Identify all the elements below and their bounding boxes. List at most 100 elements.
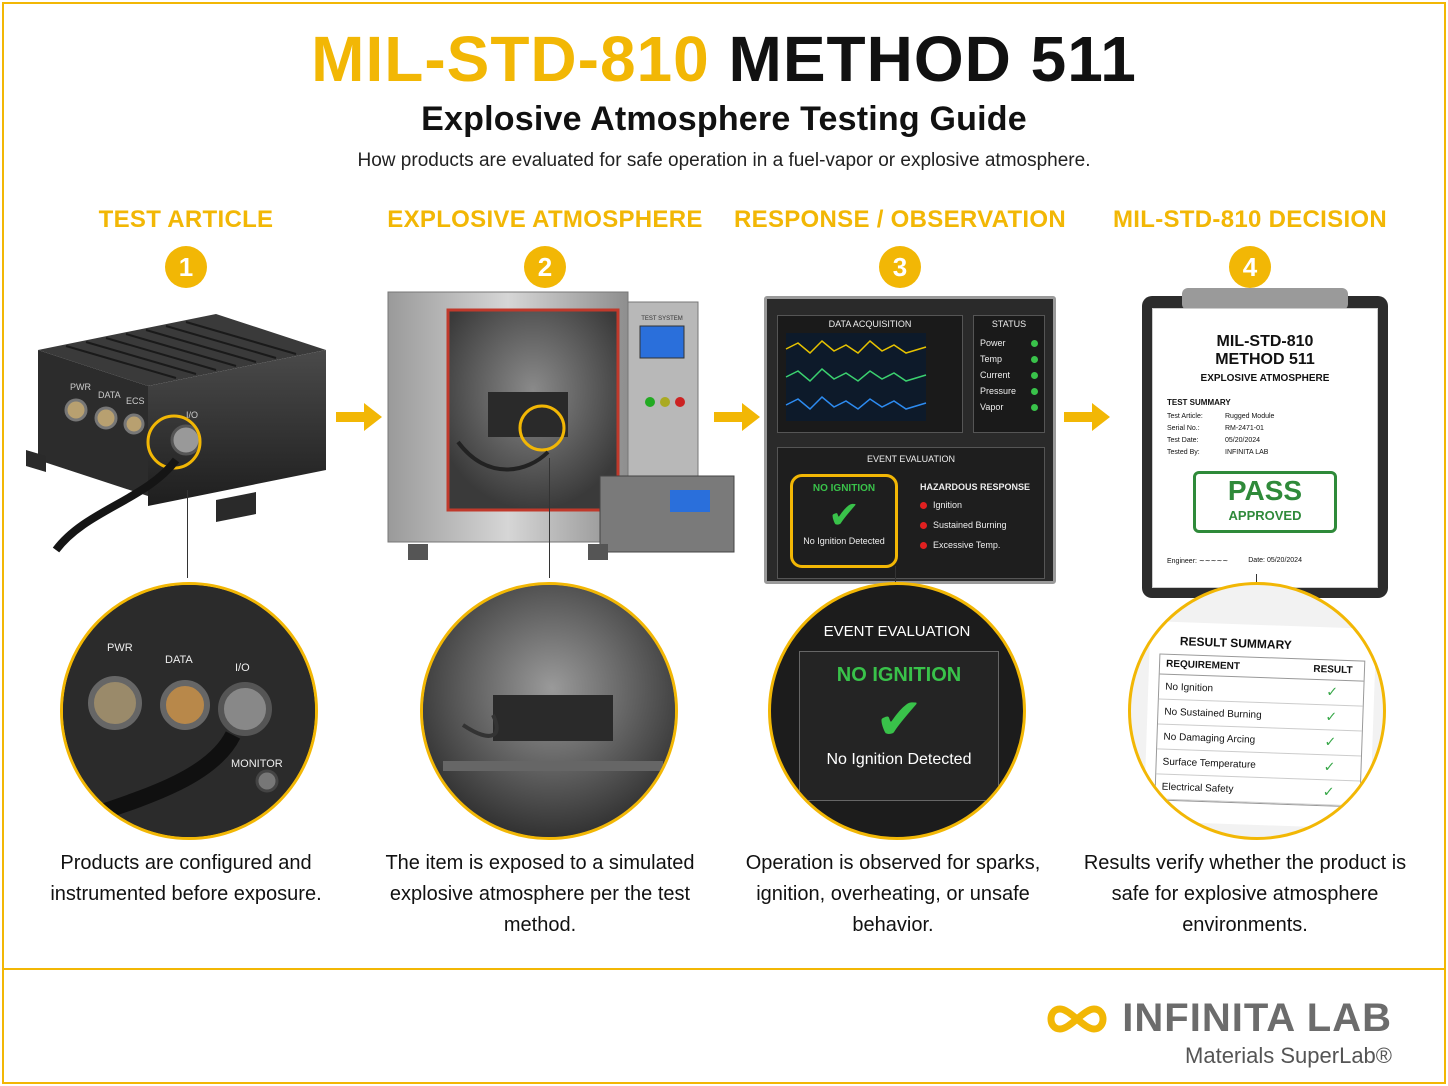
report-title-1: MIL-STD-810 <box>1216 333 1314 350</box>
status-led-icon <box>1031 403 1038 411</box>
test-chamber-illustration: TEST SYSTEM <box>387 291 735 560</box>
report-clipboard: MIL-STD-810 METHOD 511 EXPLOSIVE ATMOSPH… <box>1142 288 1388 598</box>
report-field: Tested By: INFINITA LAB <box>1167 447 1363 459</box>
status-led-icon <box>1031 339 1038 347</box>
step-2-title: EXPLOSIVE ATMOSPHERE <box>387 206 703 233</box>
page-subtitle: Explosive Atmosphere Testing Guide <box>421 100 1027 138</box>
signature-row: Engineer: ~~~~~ Date: 05/20/2024 <box>1167 557 1302 565</box>
hazard-item-label: Sustained Burning <box>933 520 1007 530</box>
status-item-label: Current <box>980 370 1011 380</box>
hazard-item: Ignition <box>920 500 1040 510</box>
zoom-result-summary: RESULT SUMMARY REQUIREMENT RESULT No Ign… <box>1128 582 1386 840</box>
report-field-value: Rugged Module <box>1225 413 1275 420</box>
hazard-item: Sustained Burning <box>920 520 1040 530</box>
approved-label: APPROVED <box>1228 508 1302 523</box>
zoom-port-label: DATA <box>165 654 193 666</box>
check-icon: ✔ <box>874 685 924 753</box>
chamber-panel-label: TEST SYSTEM <box>641 316 683 322</box>
status-item-label: Power <box>980 338 1006 348</box>
check-icon: ✓ <box>1324 734 1337 751</box>
arrow-right-icon <box>714 403 760 431</box>
report-field: Serial No.: RM-2471-01 <box>1167 423 1363 435</box>
report-field-key: Tested By: <box>1167 449 1200 456</box>
hazard-list: Ignition Sustained Burning Excessive Temp. <box>920 500 1040 550</box>
col-requirement: REQUIREMENT <box>1165 658 1241 673</box>
report-field: Test Date: 05/20/2024 <box>1167 435 1363 447</box>
step-3-description: Operation is observed for sparks, igniti… <box>745 852 1041 936</box>
result-summary-title: RESULT SUMMARY <box>1179 634 1293 653</box>
step-1-badge: 1 <box>165 246 207 288</box>
page-title: MIL-STD-810 METHOD 511 <box>0 22 1448 96</box>
status-item-label: Temp <box>980 354 1003 364</box>
hazard-label: HAZARDOUS RESPONSE <box>920 482 1031 492</box>
report-fields: Test Article: Rugged Module Serial No.: RM-… <box>1167 411 1363 459</box>
date-label: Date: <box>1248 557 1265 564</box>
brand-name: INFINITA LAB <box>1122 996 1392 1040</box>
no-ignition-detected-label: No Ignition Detected <box>803 536 885 546</box>
step-2-badge: 2 <box>524 246 566 288</box>
hazard-led-icon <box>920 521 927 529</box>
step-4-description: Results verify whether the product is sa… <box>1083 852 1407 936</box>
footer-divider <box>2 968 1446 970</box>
device-port-label: I/O <box>186 410 198 420</box>
result-rows: No Ignition ✓ No Sustained Burning ✓ No Dama… <box>1155 674 1364 807</box>
status-item: Temp <box>974 351 1044 367</box>
brand-logo: INFINITA LAB Materials SuperLab® <box>1042 996 1392 1069</box>
result-table: REQUIREMENT RESULT No Ignition ✓ No Sustai… <box>1154 653 1366 808</box>
leader-line <box>187 490 188 578</box>
report-field-key: Test Date: <box>1167 437 1199 444</box>
status-item: Current <box>974 367 1044 383</box>
hazard-item-label: Ignition <box>933 500 963 510</box>
report-title-3: EXPLOSIVE ATMOSPHERE <box>1200 373 1330 384</box>
status-label: STATUS <box>991 319 1027 329</box>
zoom-result-box: NO IGNITION ✔ No Ignition Detected <box>799 651 999 801</box>
status-led-icon <box>1031 387 1038 395</box>
check-icon: ✓ <box>1325 709 1338 726</box>
check-icon: ✓ <box>1322 784 1335 801</box>
step-4-title: MIL-STD-810 DECISION <box>1112 206 1388 233</box>
monitor-panel: DATA ACQUISITION STATUS Power Temp Current… <box>764 296 1056 584</box>
leader-line <box>895 566 896 586</box>
event-evaluation-panel: EVENT EVALUATION NO IGNITION ✔ No Igniti… <box>777 447 1045 579</box>
report-field-value: 05/20/2024 <box>1225 437 1261 444</box>
status-panel: STATUS Power Temp Current Pressure Vapor <box>973 315 1045 433</box>
check-icon: ✔ <box>828 493 860 537</box>
result-row-label: No Ignition <box>1165 681 1214 694</box>
infinity-icon <box>1047 1004 1107 1033</box>
event-evaluation-label: EVENT EVALUATION <box>866 454 956 464</box>
rugged-device-illustration: PWR DATA ECS I/O <box>26 314 326 553</box>
data-acquisition-label: DATA ACQUISITION <box>828 319 912 329</box>
zoom-port-label: PWR <box>107 642 133 654</box>
clipboard-clip <box>1182 288 1348 310</box>
col-result: RESULT <box>1313 663 1353 677</box>
title-rest: METHOD 511 <box>728 23 1137 95</box>
zoom-chamber-interior <box>420 582 678 840</box>
step-1-description: Products are configured and instrumented… <box>50 852 322 905</box>
zoom-no-ignition-detected: No Ignition Detected <box>826 751 972 768</box>
zoom-event-label: EVENT EVALUATION <box>823 623 971 640</box>
hazard-led-icon <box>920 501 927 509</box>
report-field: Test Article: Rugged Module <box>1167 411 1363 423</box>
hazard-panel: HAZARDOUS RESPONSE Ignition Sustained Bur… <box>920 482 1040 560</box>
check-icon: ✓ <box>1323 759 1336 776</box>
device-port-label: PWR <box>70 382 91 392</box>
waveform-chart <box>785 333 927 421</box>
check-icon: ✓ <box>1326 684 1339 701</box>
engineer-label: Engineer: <box>1167 558 1197 565</box>
hazard-item-label: Excessive Temp. <box>933 540 1001 550</box>
pass-stamp: PASS APPROVED <box>1193 471 1337 533</box>
device-port-label: DATA <box>98 390 121 400</box>
pass-label: PASS <box>1227 475 1303 506</box>
zoom-port-label: I/O <box>235 662 250 674</box>
device-port-label: ECS <box>126 396 145 406</box>
step-3-title: RESPONSE / OBSERVATION <box>734 206 1066 233</box>
zoom-device-ports: PWR DATA I/O MONITOR <box>60 582 318 840</box>
step-2-description: The item is exposed to a simulated explo… <box>385 852 695 936</box>
page-tagline: How products are evaluated for safe oper… <box>357 150 1091 171</box>
hazard-led-icon <box>920 541 927 549</box>
arrow-right-icon <box>336 403 382 431</box>
status-led-icon <box>1031 355 1038 363</box>
zoom-no-ignition-label: NO IGNITION <box>836 664 962 686</box>
report-field-value: INFINITA LAB <box>1225 449 1269 456</box>
